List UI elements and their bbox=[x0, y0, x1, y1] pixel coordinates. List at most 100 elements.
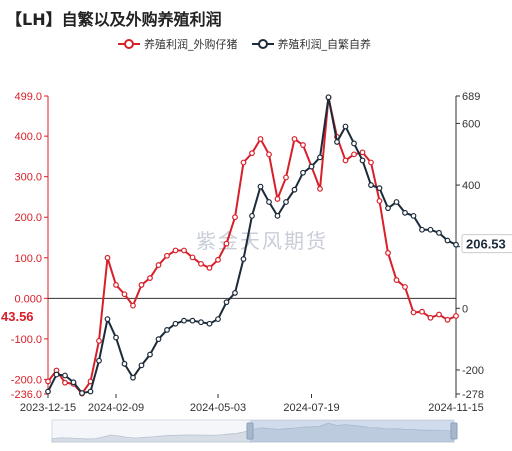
x-tick-label: 2024-02-09 bbox=[88, 402, 144, 414]
data-point bbox=[274, 196, 281, 202]
slider-handle-right[interactable] bbox=[450, 422, 458, 440]
data-point bbox=[147, 351, 153, 358]
data-point bbox=[300, 142, 306, 148]
data-point bbox=[257, 136, 264, 142]
data-point bbox=[249, 150, 255, 157]
data-point bbox=[155, 336, 162, 343]
data-point bbox=[249, 212, 255, 219]
left-tick-label: 400.0 bbox=[14, 131, 42, 143]
data-point bbox=[172, 247, 179, 254]
data-point bbox=[317, 185, 323, 192]
data-point bbox=[376, 198, 383, 204]
right-tick-label: -200 bbox=[462, 365, 484, 377]
data-point bbox=[138, 362, 145, 369]
data-point bbox=[444, 316, 451, 323]
data-point bbox=[70, 379, 77, 386]
data-point bbox=[291, 136, 298, 142]
legend-swatch-navy-icon bbox=[251, 39, 274, 49]
data-point bbox=[113, 334, 119, 341]
data-point bbox=[215, 256, 221, 263]
data-point bbox=[121, 291, 128, 298]
data-point bbox=[402, 284, 408, 290]
data-point bbox=[104, 254, 111, 261]
legend-item-self-breeding[interactable]: 养殖利润_自繁自养 bbox=[251, 36, 372, 52]
data-point bbox=[385, 250, 391, 256]
legend-swatch-red-icon bbox=[118, 39, 140, 49]
data-point bbox=[104, 316, 111, 323]
data-point bbox=[368, 182, 374, 188]
data-point bbox=[308, 163, 315, 170]
data-point bbox=[138, 282, 145, 288]
right-tick-label: 600 bbox=[462, 118, 480, 130]
data-point bbox=[240, 159, 247, 166]
data-point bbox=[198, 260, 204, 267]
data-point bbox=[240, 256, 247, 262]
data-point bbox=[342, 157, 349, 164]
data-point bbox=[351, 140, 357, 147]
data-point bbox=[45, 378, 51, 385]
data-point bbox=[283, 174, 289, 181]
data-point bbox=[164, 252, 170, 259]
data-point bbox=[351, 151, 357, 158]
data-point bbox=[181, 317, 187, 324]
data-point bbox=[79, 390, 85, 396]
data-point bbox=[172, 320, 179, 327]
data-point bbox=[87, 388, 94, 395]
data-point bbox=[164, 327, 170, 333]
watermark-text: 紫金天风期货 bbox=[196, 229, 328, 253]
data-point bbox=[206, 265, 213, 271]
data-point bbox=[453, 313, 459, 319]
data-zoom-slider[interactable] bbox=[51, 419, 458, 443]
legend-label-self-breeding: 养殖利润_自繁自养 bbox=[277, 38, 372, 51]
data-point bbox=[96, 357, 102, 364]
data-point bbox=[419, 226, 425, 233]
data-point bbox=[130, 374, 136, 381]
data-point bbox=[62, 372, 68, 379]
data-point bbox=[53, 371, 60, 378]
slider-handle-left[interactable] bbox=[246, 422, 254, 440]
data-point bbox=[232, 290, 238, 296]
data-point bbox=[121, 360, 128, 367]
right-tick-label: 689 bbox=[462, 91, 480, 103]
right-tick-label: 400 bbox=[462, 180, 480, 192]
data-point bbox=[427, 314, 434, 321]
data-point bbox=[181, 247, 187, 254]
left-tick-label: -200.0 bbox=[11, 374, 42, 386]
x-tick-label: 2024-07-19 bbox=[283, 402, 339, 414]
data-point bbox=[436, 229, 442, 236]
data-point bbox=[368, 159, 374, 166]
left-tick-label: 0.000 bbox=[14, 293, 42, 305]
right-tick-label: -278 bbox=[462, 389, 484, 401]
data-point bbox=[198, 319, 204, 326]
data-point bbox=[359, 157, 366, 164]
data-point bbox=[147, 275, 153, 281]
left-tick-label: 300.0 bbox=[14, 172, 42, 184]
left-tick-label: 200.0 bbox=[14, 212, 42, 224]
axis-labels: 499.0 400.0 300.0 200.0 100.0 0.000 -100.0 -200… bbox=[1, 91, 512, 414]
data-point bbox=[453, 241, 459, 248]
data-point bbox=[393, 199, 400, 205]
data-point bbox=[300, 169, 306, 176]
data-point bbox=[257, 183, 264, 190]
watermark-group: 紫金天风期货 bbox=[196, 229, 328, 253]
data-point bbox=[155, 262, 162, 268]
data-point bbox=[266, 151, 272, 158]
data-point bbox=[189, 254, 196, 261]
legend: 养殖利润_外购仔猪 养殖利润_自繁自养 bbox=[118, 36, 371, 52]
data-point bbox=[410, 212, 417, 219]
left-tick-label: -100.0 bbox=[11, 334, 42, 346]
end-label-right-box bbox=[461, 234, 512, 254]
slider-selection bbox=[250, 420, 454, 442]
end-label-right: 206.53 bbox=[466, 237, 506, 252]
data-point bbox=[189, 317, 196, 324]
data-point bbox=[427, 226, 434, 233]
data-point bbox=[419, 308, 425, 315]
data-point bbox=[410, 309, 417, 316]
data-point bbox=[96, 337, 102, 344]
legend-item-purchased-piglets[interactable]: 养殖利润_外购仔猪 bbox=[118, 36, 238, 52]
data-point bbox=[385, 205, 391, 212]
data-point bbox=[334, 139, 340, 145]
data-point bbox=[283, 199, 289, 205]
right-tick-label: 0 bbox=[462, 303, 468, 315]
